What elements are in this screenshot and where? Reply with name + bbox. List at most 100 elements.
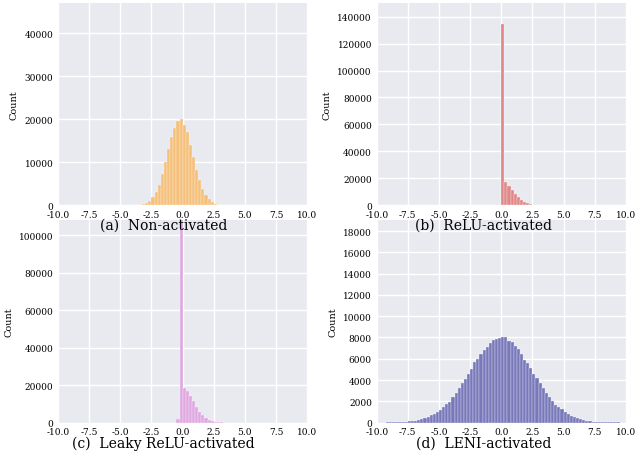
Bar (516, 349, 520, 423)
Bar (177, 419, 179, 423)
Bar (545, 393, 548, 423)
Bar (514, 195, 516, 206)
Bar (189, 397, 192, 423)
Bar (161, 174, 164, 206)
Text: (c)  Leaky ReLU-activated: (c) Leaky ReLU-activated (72, 436, 255, 450)
Bar (186, 133, 189, 206)
Bar (442, 408, 445, 423)
Bar (476, 359, 479, 423)
Bar (461, 383, 464, 423)
Bar (204, 196, 207, 206)
Bar (576, 418, 579, 423)
Y-axis label: Count: Count (10, 90, 19, 120)
Bar (157, 185, 161, 206)
Bar (164, 162, 167, 206)
Bar (486, 347, 489, 423)
Bar (548, 397, 551, 423)
Bar (492, 340, 495, 423)
Bar (504, 338, 508, 423)
Bar (514, 347, 516, 423)
Bar (598, 422, 601, 423)
Bar (516, 198, 520, 206)
Bar (595, 422, 598, 423)
Bar (177, 122, 179, 206)
Bar (207, 420, 211, 423)
Bar (211, 421, 214, 423)
Bar (579, 420, 582, 423)
Bar (439, 410, 442, 423)
Bar (451, 397, 454, 423)
Bar (520, 355, 523, 423)
Bar (433, 414, 436, 423)
Bar (532, 205, 536, 206)
Bar (582, 420, 586, 423)
Bar (152, 197, 155, 206)
Text: (d)  LENI-activated: (d) LENI-activated (415, 436, 551, 450)
Bar (404, 422, 408, 423)
Bar (179, 210, 182, 423)
Bar (508, 187, 511, 206)
Bar (408, 421, 411, 423)
Bar (195, 170, 198, 206)
Text: (b)  ReLU-activated: (b) ReLU-activated (415, 218, 552, 232)
Bar (508, 341, 511, 423)
Bar (189, 146, 192, 206)
Bar (504, 183, 508, 206)
Bar (139, 205, 142, 206)
Y-axis label: Count: Count (4, 307, 13, 336)
Y-axis label: Count: Count (323, 90, 332, 120)
Bar (554, 405, 557, 423)
Bar (520, 201, 523, 206)
Bar (414, 421, 417, 423)
Bar (557, 407, 561, 423)
Bar (217, 205, 220, 206)
Bar (495, 339, 498, 423)
Bar (511, 190, 514, 206)
Bar (551, 401, 554, 423)
Bar (202, 415, 204, 423)
Bar (479, 355, 483, 423)
Bar (473, 363, 476, 423)
Bar (436, 412, 439, 423)
Bar (417, 420, 420, 423)
Bar (179, 120, 182, 206)
Bar (541, 388, 545, 423)
Bar (445, 404, 448, 423)
Bar (198, 412, 202, 423)
Bar (182, 125, 186, 206)
Bar (198, 181, 202, 206)
Bar (511, 343, 514, 423)
Bar (186, 391, 189, 423)
Bar (411, 421, 414, 423)
Bar (467, 375, 470, 423)
Bar (532, 374, 536, 423)
Bar (170, 138, 173, 206)
Bar (148, 201, 152, 206)
Bar (523, 360, 526, 423)
Bar (591, 422, 595, 423)
Bar (501, 25, 504, 206)
Bar (142, 205, 145, 206)
Bar (207, 200, 211, 206)
Bar (155, 192, 157, 206)
Bar (214, 422, 217, 423)
Bar (424, 419, 426, 423)
Bar (483, 350, 486, 423)
Bar (454, 393, 458, 423)
Bar (448, 402, 451, 423)
Bar (529, 205, 532, 206)
Bar (192, 402, 195, 423)
Bar (464, 379, 467, 423)
Bar (566, 414, 570, 423)
Bar (145, 203, 148, 206)
Bar (195, 407, 198, 423)
Bar (573, 417, 576, 423)
Bar (539, 384, 541, 423)
Bar (563, 412, 566, 423)
Bar (202, 190, 204, 206)
Bar (489, 343, 492, 423)
Bar (498, 338, 501, 423)
Y-axis label: Count: Count (328, 307, 337, 336)
Bar (167, 150, 170, 206)
Bar (570, 416, 573, 423)
